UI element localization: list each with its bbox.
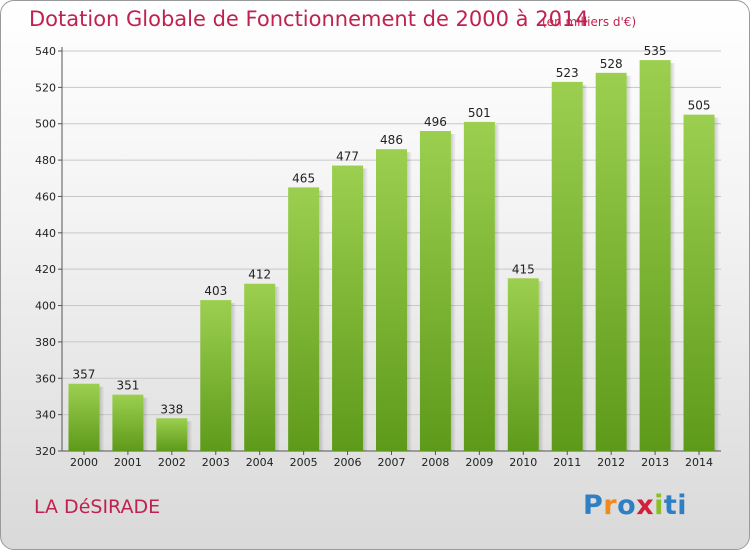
chart-unit-label: (en milliers d'€)	[542, 15, 637, 29]
x-tick-label: 2011	[553, 456, 581, 469]
value-label: 523	[556, 66, 579, 80]
y-tick-label: 360	[35, 372, 56, 385]
bar-shadow	[99, 386, 105, 451]
bar-2005[interactable]	[288, 187, 320, 451]
bar-2014[interactable]	[683, 114, 715, 452]
value-label: 351	[116, 379, 139, 393]
value-label: 486	[380, 133, 403, 147]
value-labels: 357 351 338 403 412 465 477 486 496 501 415 523 528 5…	[73, 44, 711, 416]
y-tick-label: 540	[35, 45, 56, 58]
bar-shadow	[582, 84, 588, 451]
value-label: 412	[248, 268, 271, 282]
y-tick-label: 480	[35, 154, 56, 167]
value-label: 477	[336, 150, 359, 164]
bar-2011[interactable]	[551, 81, 583, 451]
bar-2003[interactable]	[200, 300, 232, 451]
x-tick-label: 2006	[334, 456, 362, 469]
bar-2004[interactable]	[244, 283, 276, 451]
x-tick-label: 2001	[114, 456, 142, 469]
x-tick-label: 2000	[70, 456, 98, 469]
bar-shadow	[538, 281, 544, 451]
bar-shadow	[714, 117, 720, 452]
x-tick-label: 2003	[202, 456, 230, 469]
x-tick-label: 2007	[378, 456, 406, 469]
y-tick-label: 440	[35, 227, 56, 240]
logo-letter: r	[603, 490, 618, 521]
bar-shadow	[231, 303, 237, 451]
x-tick-label: 2012	[597, 456, 625, 469]
x-tick-label: 2010	[509, 456, 537, 469]
x-tick-label: 2014	[685, 456, 713, 469]
bar-2000[interactable]	[68, 383, 100, 451]
y-tick-label: 340	[35, 409, 56, 422]
bar-shadow	[363, 168, 369, 451]
x-tick-label: 2002	[158, 456, 186, 469]
bar-2012[interactable]	[595, 72, 627, 452]
bar-shadow	[494, 124, 500, 451]
x-tick-label: 2005	[290, 456, 318, 469]
x-tick-label: 2009	[465, 456, 493, 469]
y-tick-label: 500	[35, 118, 56, 131]
bar-2002[interactable]	[156, 418, 188, 451]
logo-letter: i	[654, 490, 664, 521]
commune-name: LA DéSIRADE	[34, 496, 161, 518]
value-label: 338	[160, 402, 183, 416]
value-label: 535	[644, 44, 667, 58]
bar-2009[interactable]	[463, 121, 495, 451]
y-tick-label: 420	[35, 263, 56, 276]
proxiti-logo[interactable]: Proxiti	[583, 490, 687, 521]
x-tick-label: 2004	[246, 456, 274, 469]
bar-shadow	[143, 397, 149, 451]
bar-shadow	[407, 152, 412, 451]
bar-shadow	[275, 286, 281, 451]
x-tick-label: 2013	[641, 456, 669, 469]
value-label: 357	[73, 368, 96, 382]
bar-2006[interactable]	[332, 165, 364, 451]
logo-letter: P	[583, 490, 604, 521]
value-label: 501	[468, 106, 491, 120]
y-tick-label: 460	[35, 190, 56, 203]
bar-shadow	[319, 190, 325, 451]
y-tick-label: 320	[35, 445, 56, 458]
bar-2008[interactable]	[419, 131, 451, 451]
y-tick-label: 400	[35, 300, 56, 313]
value-label: 528	[600, 57, 623, 71]
y-tick-label: 520	[35, 81, 56, 94]
value-label: 465	[292, 171, 315, 185]
bar-shadow	[187, 421, 193, 451]
bar-2013[interactable]	[639, 60, 671, 451]
bar-shadow	[670, 63, 676, 451]
value-label: 415	[512, 262, 535, 276]
bar-2007[interactable]	[376, 149, 407, 451]
chart-title: Dotation Globale de Fonctionnement de 20…	[29, 7, 589, 31]
logo-letter: o	[617, 490, 637, 521]
bar-2010[interactable]	[507, 278, 539, 451]
x-tick-label: 2008	[421, 456, 449, 469]
logo-letter: x	[636, 490, 655, 521]
value-label: 496	[424, 115, 447, 129]
bar-shadow	[626, 75, 632, 452]
bar-2001[interactable]	[112, 394, 144, 451]
logo-letter: ti	[663, 490, 688, 521]
value-label: 505	[688, 99, 711, 113]
value-label: 403	[204, 284, 227, 298]
bars	[68, 60, 720, 452]
y-tick-label: 380	[35, 336, 56, 349]
bar-shadow	[450, 134, 456, 451]
